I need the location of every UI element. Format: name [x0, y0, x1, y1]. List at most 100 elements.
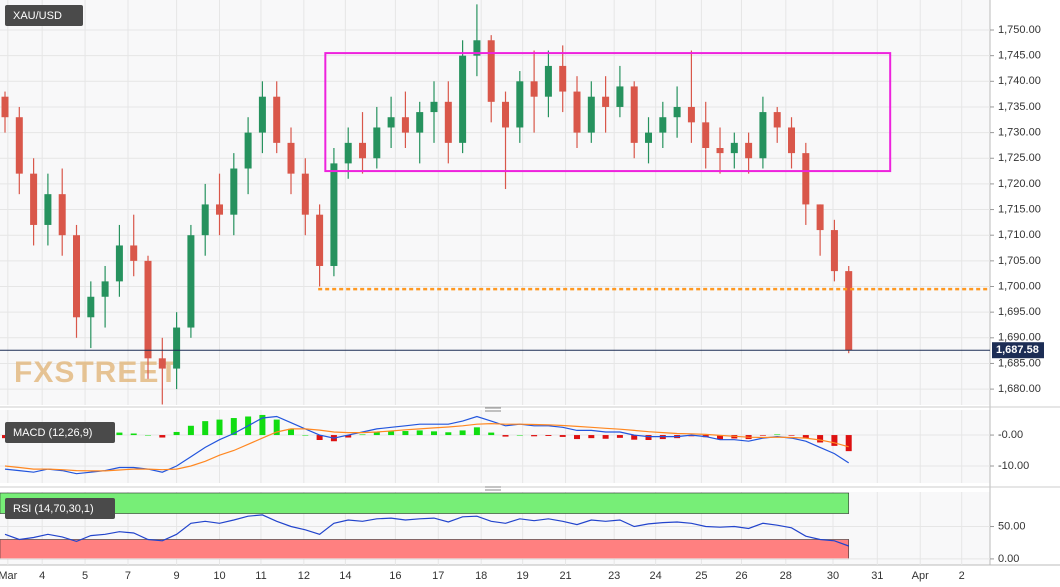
- candle-body: [44, 194, 52, 225]
- candle-body: [173, 327, 181, 369]
- candle-body: [516, 81, 524, 128]
- histogram-bar: [559, 435, 566, 437]
- histogram-bar: [116, 432, 123, 436]
- y-tick-label: 1,750.00: [998, 24, 1041, 36]
- x-tick-label: 19: [517, 570, 529, 582]
- candle-body: [759, 112, 767, 159]
- histogram-bar: [788, 435, 795, 436]
- x-tick-label: 24: [650, 570, 662, 582]
- y-tick-label: 1,740.00: [998, 75, 1041, 87]
- candle-body: [659, 117, 667, 133]
- x-tick-label: Apr: [912, 570, 929, 582]
- y-tick-label: 1,705.00: [998, 255, 1041, 267]
- x-tick-label: 4: [39, 570, 45, 582]
- histogram-bar: [416, 430, 423, 436]
- histogram-bar: [616, 435, 623, 438]
- histogram-bar: [831, 435, 838, 446]
- candle-body: [15, 117, 23, 174]
- histogram-bar: [817, 435, 824, 443]
- histogram-bar: [459, 430, 466, 436]
- watermark: FXSTREET: [14, 356, 179, 389]
- x-tick-label: 12: [298, 570, 310, 582]
- candle-body: [101, 281, 109, 297]
- y-tick-label: 1,680.00: [998, 383, 1041, 395]
- candle-body: [373, 127, 381, 159]
- histogram-bar: [574, 435, 581, 440]
- x-tick-label: Mar: [0, 570, 18, 582]
- histogram-bar: [216, 419, 223, 436]
- candle-body: [673, 106, 681, 118]
- candle-body: [616, 86, 624, 107]
- candle-body: [773, 112, 781, 128]
- candle-body: [745, 142, 753, 159]
- candle-body: [273, 96, 281, 143]
- x-tick-label: 17: [432, 570, 444, 582]
- histogram-bar: [288, 428, 295, 436]
- candle-body: [344, 142, 352, 164]
- histogram-bar: [316, 435, 323, 441]
- candle-body: [287, 142, 295, 174]
- histogram-bar: [602, 435, 609, 439]
- oversold-zone: [0, 539, 850, 560]
- histogram-bar: [187, 425, 194, 436]
- y-tick-label: 1,695.00: [998, 306, 1041, 318]
- overbought-zone: [0, 492, 850, 514]
- candle-body: [87, 296, 95, 318]
- y-tick-label: -10.00: [998, 460, 1029, 472]
- x-tick-label: 18: [475, 570, 487, 582]
- histogram-bar: [488, 432, 495, 436]
- candle-body: [502, 101, 510, 128]
- histogram-bar: [173, 431, 180, 436]
- panel-title: RSI (14,70,30,1): [13, 503, 94, 515]
- x-tick-label: 9: [174, 570, 180, 582]
- candle-body: [559, 65, 567, 92]
- histogram-bar: [388, 431, 395, 436]
- macd-line: [4, 422, 849, 472]
- macd-panel: [0, 410, 990, 483]
- y-tick-label: 1,690.00: [998, 332, 1041, 344]
- candle-body: [544, 65, 552, 97]
- x-tick-label: 7: [125, 570, 131, 582]
- candle-body: [216, 204, 224, 215]
- candle-body: [330, 163, 338, 266]
- histogram-bar: [445, 432, 452, 436]
- candle-body: [845, 271, 853, 351]
- candle-body: [687, 106, 695, 123]
- y-tick-label: 1,745.00: [998, 50, 1041, 62]
- candle-body: [530, 81, 538, 97]
- y-tick-label: 1,720.00: [998, 178, 1041, 190]
- candle-body: [587, 96, 595, 133]
- candle-body: [459, 55, 467, 143]
- histogram-bar: [230, 418, 237, 436]
- x-tick-label: 30: [827, 570, 839, 582]
- candle-body: [187, 235, 195, 328]
- grip[interactable]: [485, 407, 501, 412]
- rsi-line: [4, 514, 849, 547]
- histogram-bar: [545, 435, 552, 436]
- x-tick-label: 21: [559, 570, 571, 582]
- x-tick-label: 31: [871, 570, 883, 582]
- candle-body: [130, 245, 138, 261]
- histogram-bar: [402, 431, 409, 436]
- candle-body: [573, 91, 581, 133]
- last-price-label: 1,687.58: [996, 344, 1039, 356]
- histogram-bar: [345, 435, 352, 438]
- panel-title: XAU/USD: [13, 10, 62, 22]
- candle-body: [1, 96, 9, 118]
- histogram-bar: [845, 435, 852, 452]
- y-tick-label: 1,700.00: [998, 280, 1041, 292]
- histogram-bar: [645, 435, 652, 441]
- histogram-bar: [302, 435, 309, 436]
- candle-body: [401, 117, 409, 133]
- candle-body: [416, 112, 424, 133]
- candle-body: [702, 122, 710, 148]
- histogram-bar: [774, 434, 781, 436]
- candle-body: [487, 40, 495, 102]
- y-tick-label: 1,725.00: [998, 152, 1041, 164]
- y-tick-label: 1,735.00: [998, 101, 1041, 113]
- last-price-box: [992, 342, 1044, 359]
- histogram-bar: [273, 419, 280, 436]
- grip[interactable]: [485, 486, 501, 491]
- histogram-bar: [473, 427, 480, 436]
- y-tick-label: 1,710.00: [998, 229, 1041, 241]
